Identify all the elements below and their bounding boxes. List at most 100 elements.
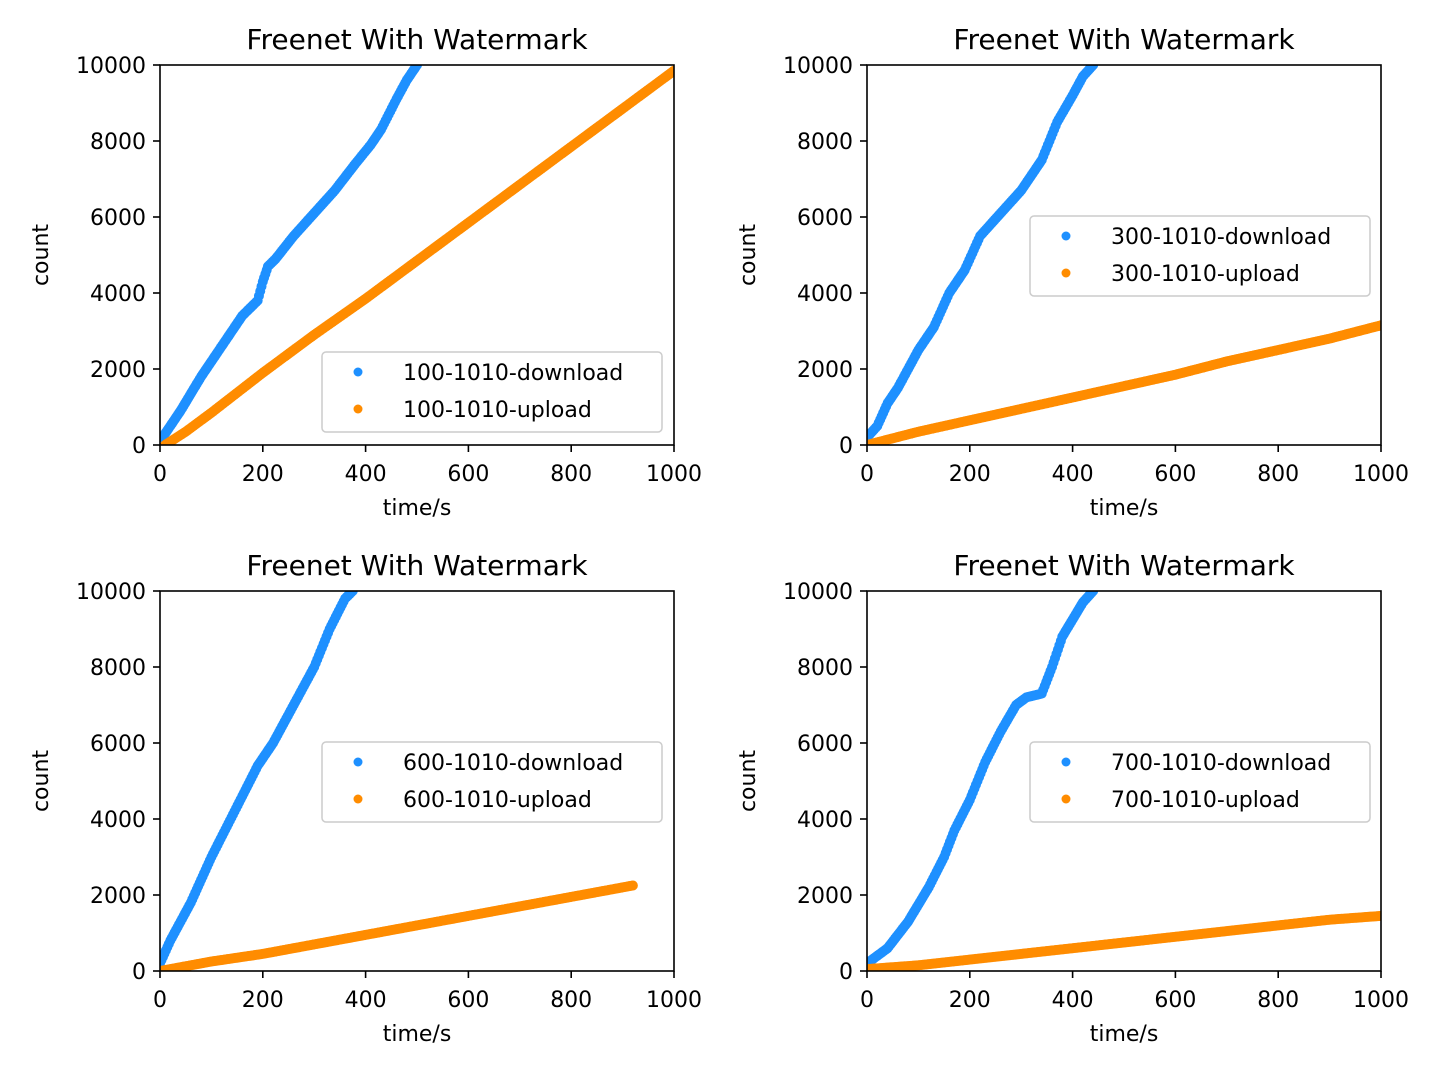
x-tick-label: 0 bbox=[860, 988, 874, 1013]
legend: 600-1010-download 600-1010-upload bbox=[321, 741, 663, 823]
chart-panel-4: Freenet With Watermark time/s count 0 200 400… bbox=[736, 549, 1409, 1047]
legend-box bbox=[1029, 215, 1371, 297]
y-tick-label: 8000 bbox=[90, 656, 146, 681]
x-tick-label: 1000 bbox=[646, 462, 702, 487]
legend-label: 600-1010-download bbox=[403, 751, 623, 776]
y-tick-label: 4000 bbox=[797, 282, 853, 307]
y-tick-label: 8000 bbox=[90, 130, 146, 155]
x-tick-label: 800 bbox=[550, 462, 592, 487]
legend-label: 300-1010-upload bbox=[1111, 262, 1300, 287]
x-tick-label: 200 bbox=[949, 988, 991, 1013]
legend-marker bbox=[353, 367, 363, 377]
data-point bbox=[1088, 65, 1099, 70]
series-300-1010-download bbox=[867, 65, 1099, 443]
x-tick-label: 1000 bbox=[1353, 462, 1409, 487]
data-point bbox=[1088, 591, 1099, 596]
y-axis-label: count bbox=[736, 750, 761, 812]
x-tick-label: 400 bbox=[1052, 988, 1094, 1013]
legend-box bbox=[1029, 741, 1371, 823]
chart-title: Freenet With Watermark bbox=[246, 23, 588, 56]
y-tick-label: 2000 bbox=[90, 884, 146, 909]
chart-panel-2: Freenet With Watermark time/s count 0 200 400… bbox=[736, 23, 1409, 521]
x-axis-label: time/s bbox=[1090, 496, 1159, 521]
x-tick-label: 800 bbox=[1257, 988, 1299, 1013]
y-axis-label: count bbox=[736, 224, 761, 286]
data-point bbox=[669, 65, 674, 76]
legend: 100-1010-download 100-1010-upload bbox=[321, 351, 663, 433]
x-tick-label: 1000 bbox=[646, 988, 702, 1013]
x-axis-label: time/s bbox=[1090, 1022, 1159, 1047]
chart-title: Freenet With Watermark bbox=[246, 549, 588, 582]
x-axis-label: time/s bbox=[383, 496, 452, 521]
series-100-1010-download bbox=[160, 65, 422, 443]
y-tick-label: 4000 bbox=[797, 808, 853, 833]
x-tick-label: 400 bbox=[345, 988, 387, 1013]
y-tick-label: 10000 bbox=[783, 54, 853, 79]
y-tick-label: 8000 bbox=[797, 656, 853, 681]
y-tick-label: 0 bbox=[132, 960, 146, 985]
plot-frame bbox=[159, 590, 675, 972]
y-tick-label: 2000 bbox=[90, 358, 146, 383]
x-tick-label: 0 bbox=[153, 988, 167, 1013]
legend-marker bbox=[353, 404, 363, 414]
data-point bbox=[627, 880, 638, 891]
x-tick-label: 0 bbox=[860, 462, 874, 487]
chart-title: Freenet With Watermark bbox=[953, 549, 1295, 582]
plot-frame bbox=[866, 64, 1382, 446]
series-600-1010-upload bbox=[160, 880, 638, 971]
series-300-1010-upload bbox=[867, 320, 1381, 445]
x-tick-label: 600 bbox=[447, 462, 489, 487]
series-600-1010-download bbox=[160, 591, 358, 969]
y-tick-label: 0 bbox=[839, 960, 853, 985]
legend-label: 100-1010-download bbox=[403, 361, 623, 386]
series-700-1010-upload bbox=[867, 910, 1381, 971]
y-tick-label: 4000 bbox=[90, 282, 146, 307]
legend-marker bbox=[1061, 268, 1071, 278]
x-tick-label: 600 bbox=[447, 988, 489, 1013]
legend-marker bbox=[353, 794, 363, 804]
y-tick-label: 4000 bbox=[90, 808, 146, 833]
y-tick-label: 6000 bbox=[90, 206, 146, 231]
legend-marker bbox=[1061, 757, 1071, 767]
y-tick-label: 10000 bbox=[76, 580, 146, 605]
x-tick-label: 400 bbox=[345, 462, 387, 487]
y-tick-label: 8000 bbox=[797, 130, 853, 155]
y-tick-label: 6000 bbox=[90, 732, 146, 757]
y-tick-label: 0 bbox=[132, 434, 146, 459]
y-tick-label: 2000 bbox=[797, 884, 853, 909]
legend-label: 300-1010-download bbox=[1111, 225, 1331, 250]
plot-frame bbox=[866, 590, 1382, 972]
x-tick-label: 200 bbox=[242, 462, 284, 487]
y-tick-label: 10000 bbox=[783, 580, 853, 605]
chart-title: Freenet With Watermark bbox=[953, 23, 1295, 56]
data-point bbox=[347, 591, 358, 596]
data-point bbox=[1376, 910, 1381, 921]
y-tick-label: 2000 bbox=[797, 358, 853, 383]
series-100-1010-upload bbox=[160, 65, 674, 445]
legend: 700-1010-download 700-1010-upload bbox=[1029, 741, 1371, 823]
x-tick-label: 800 bbox=[550, 988, 592, 1013]
x-tick-label: 200 bbox=[242, 988, 284, 1013]
data-point bbox=[412, 65, 422, 70]
legend-marker bbox=[353, 757, 363, 767]
legend-box bbox=[321, 741, 663, 823]
y-tick-label: 6000 bbox=[797, 732, 853, 757]
legend-marker bbox=[1061, 794, 1071, 804]
series-700-1010-download bbox=[867, 591, 1099, 969]
x-tick-label: 0 bbox=[153, 462, 167, 487]
y-tick-label: 6000 bbox=[797, 206, 853, 231]
x-tick-label: 600 bbox=[1154, 462, 1196, 487]
legend: 300-1010-download 300-1010-upload bbox=[1029, 215, 1371, 297]
y-tick-label: 0 bbox=[839, 434, 853, 459]
legend-marker bbox=[1061, 231, 1071, 241]
chart-panel-3: Freenet With Watermark time/s count 0 200 400… bbox=[29, 549, 702, 1047]
legend-label: 600-1010-upload bbox=[403, 788, 592, 813]
y-tick-label: 10000 bbox=[76, 54, 146, 79]
data-point bbox=[1376, 320, 1381, 331]
legend-box bbox=[321, 351, 663, 433]
y-axis-label: count bbox=[29, 224, 54, 286]
legend-label: 100-1010-upload bbox=[403, 398, 592, 423]
y-axis-label: count bbox=[29, 750, 54, 812]
x-tick-label: 800 bbox=[1257, 462, 1299, 487]
